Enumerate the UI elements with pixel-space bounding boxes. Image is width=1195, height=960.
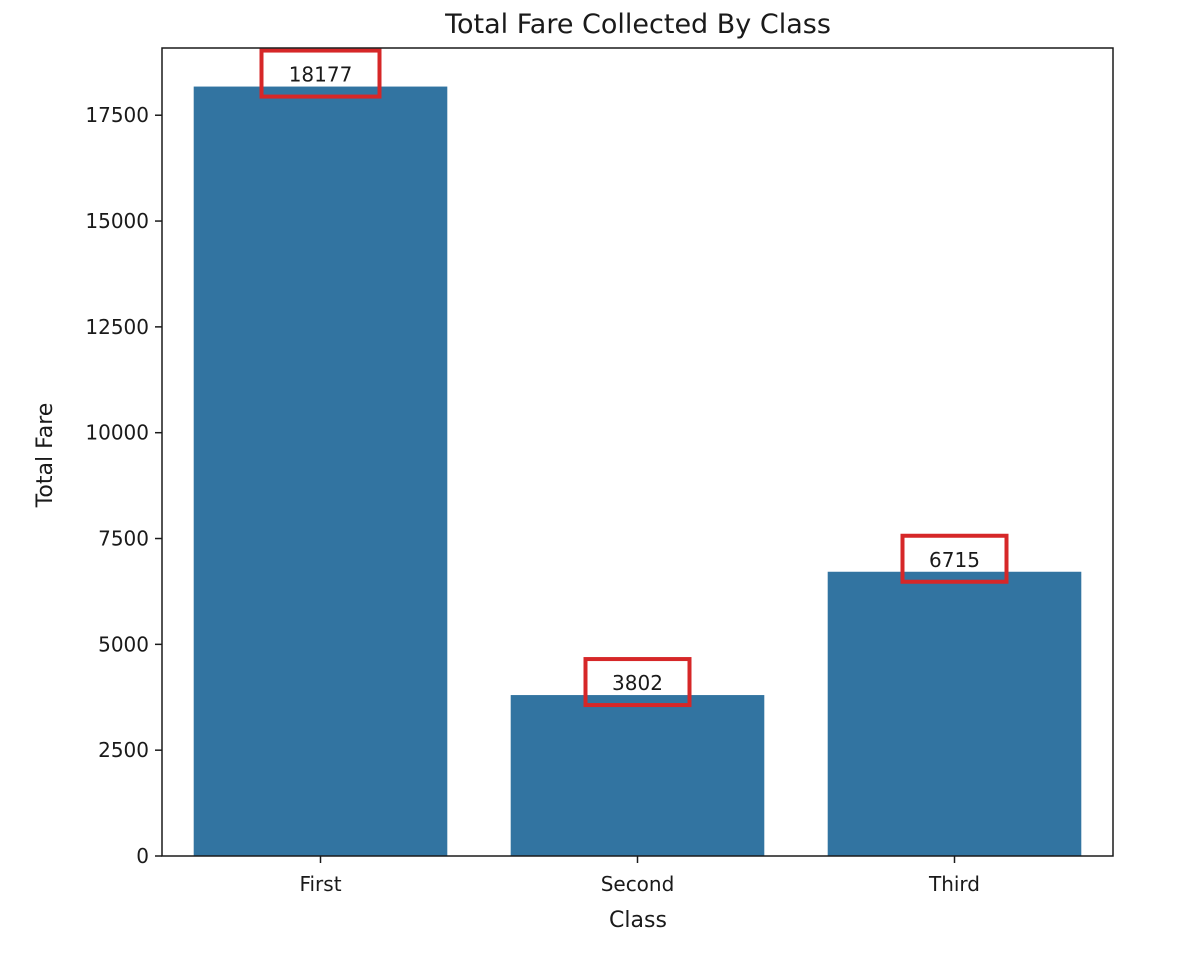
bar-third — [827, 571, 1082, 856]
axes-frame — [161, 47, 1114, 857]
y-axis-label: Total Fare — [33, 403, 58, 509]
y-tick-label: 10000 — [85, 421, 149, 445]
highlight-box — [259, 48, 382, 99]
chart-title: Total Fare Collected By Class — [444, 9, 831, 40]
highlight-box — [900, 533, 1009, 584]
y-tick-label: 0 — [136, 844, 149, 868]
data-label-second: 3802 — [612, 671, 663, 695]
data-label-first: 18177 — [289, 63, 353, 87]
x-axis-label: Class — [609, 908, 667, 933]
y-tick-label: 15000 — [85, 209, 149, 233]
y-tick-label: 2500 — [98, 738, 149, 762]
data-label-third: 6715 — [929, 548, 980, 572]
y-tick-label: 7500 — [98, 527, 149, 551]
bar-second — [510, 695, 765, 856]
x-tick-label-first: First — [299, 872, 341, 896]
bar-first — [193, 86, 448, 856]
y-tick-label: 12500 — [85, 315, 149, 339]
highlight-box — [583, 657, 692, 708]
plot-area: 0 2500 5000 7500 10000 12500 15000 17500 First Se… — [85, 47, 1114, 896]
x-tick-label-second: Second — [601, 872, 675, 896]
y-tick-label: 17500 — [85, 103, 149, 127]
y-tick-label: 5000 — [98, 632, 149, 656]
x-tick-label-third: Third — [928, 872, 980, 896]
